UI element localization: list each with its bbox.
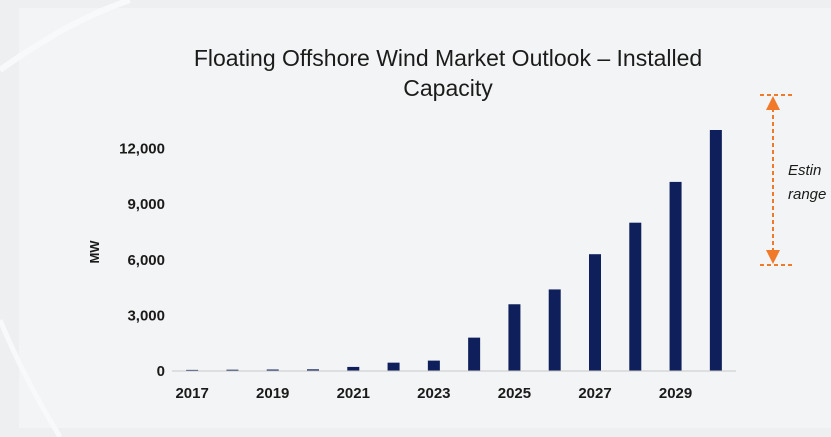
bars [186,130,722,371]
bar-2023 [427,360,440,371]
x-tick-label: 2027 [578,385,611,402]
bar-2022 [387,362,400,371]
x-tick-label: 2019 [256,385,289,402]
range-arrow-up-icon [766,96,780,110]
bar-2020 [307,369,319,371]
y-tick-label: 3,000 [127,307,165,324]
chart-title-line-2: Capacity [403,75,493,101]
bar-2021 [347,366,360,371]
decorative-arc-lower [0,319,63,437]
y-tick-label: 9,000 [127,196,165,213]
bar-2017 [186,369,199,371]
decorative-arc [0,0,131,73]
x-tick-label: 2029 [659,385,692,402]
bar-2029 [669,181,682,371]
y-axis-ticks: 0 3,000 6,000 9,000 12,000 [119,141,165,380]
estimate-range-annotation: Estin range [760,94,826,266]
y-tick-label: 6,000 [127,252,165,269]
y-tick-label: 12,000 [119,141,165,158]
bar-2024 [468,337,481,371]
x-tick-label: 2025 [498,385,531,402]
x-axis-ticks: 2017 2019 2021 2023 2025 2027 2029 [175,385,692,402]
bar-2026 [548,289,561,371]
annotation-text-line-1: Estin [788,162,821,179]
range-arrow-down-icon [766,250,780,264]
bar-2019 [266,369,279,371]
bar-2028 [629,222,642,371]
x-tick-label: 2023 [417,385,450,402]
x-tick-label: 2017 [175,385,208,402]
bar-2027 [589,254,601,371]
chart-panel [19,8,831,428]
y-axis-label: MW [87,240,102,264]
x-tick-label: 2021 [337,385,370,402]
chart-title-line-1: Floating Offshore Wind Market Outlook – … [194,45,702,71]
annotation-text-line-2: range [788,186,826,203]
bar-2030 [709,130,722,371]
y-tick-label: 0 [157,363,165,380]
bar-2025 [508,304,521,371]
bar-2018 [226,369,239,371]
